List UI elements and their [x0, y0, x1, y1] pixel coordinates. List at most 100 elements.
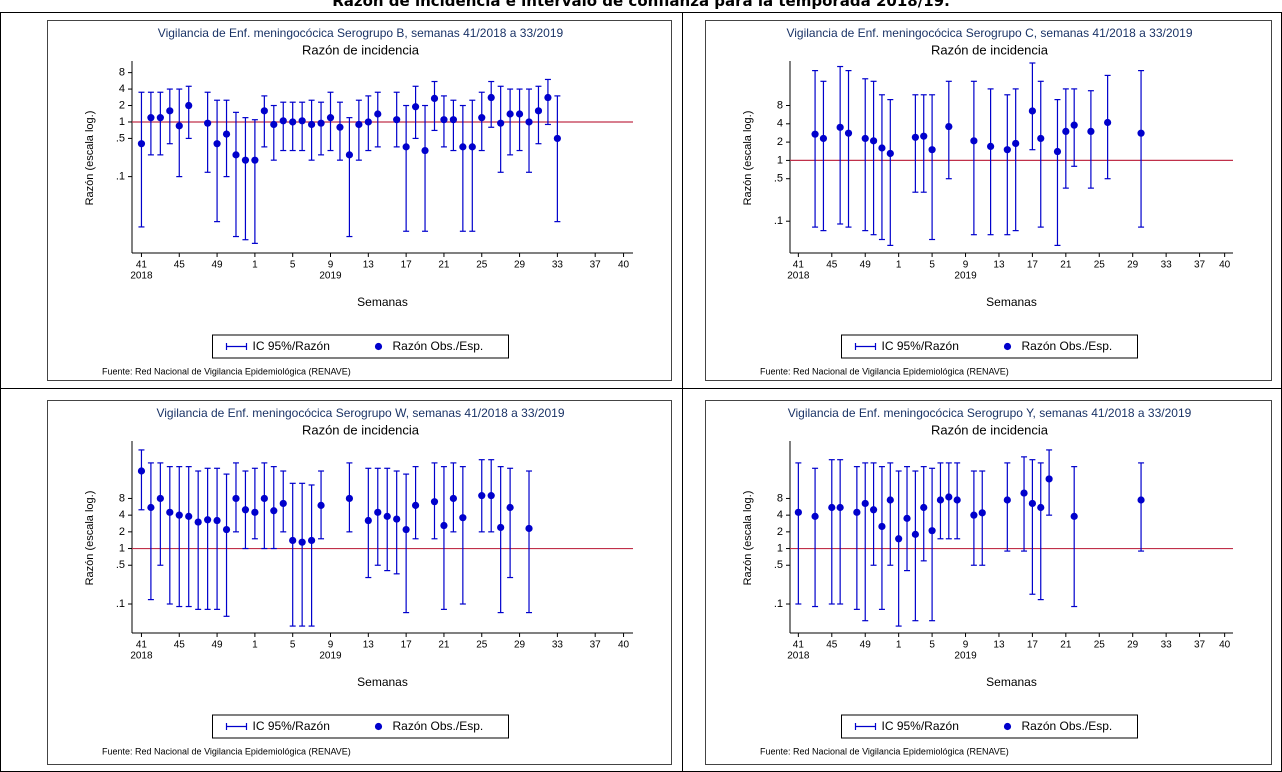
x-tick-label: 33	[1161, 640, 1173, 651]
point	[928, 146, 936, 154]
error-bar	[355, 99, 362, 161]
error-bar	[535, 85, 542, 145]
point	[251, 508, 259, 516]
point	[487, 492, 495, 500]
error-bar	[544, 78, 551, 126]
point	[156, 494, 164, 503]
chart-title: Vigilancia de Enf. meningocócica Serogru…	[788, 406, 1192, 420]
point	[204, 119, 212, 127]
point	[166, 508, 174, 516]
x-tick-label: 45	[174, 260, 186, 271]
legend-box	[212, 334, 509, 359]
x-tick-label: 41	[793, 260, 805, 271]
legend-box	[212, 714, 509, 739]
error-bar	[204, 91, 211, 173]
error-bar	[223, 473, 230, 617]
y-axis-label: Razón (escala log.)	[84, 491, 96, 586]
point	[886, 149, 894, 158]
legend-symbol	[1003, 722, 1012, 731]
error-bar	[920, 466, 927, 562]
x-tick-label: 5	[290, 260, 296, 271]
point	[1012, 139, 1020, 148]
error-bar	[812, 467, 819, 608]
x-tick-label: 49	[212, 640, 224, 651]
error-bar	[270, 104, 277, 161]
x-axis-label: Semanas	[986, 675, 1037, 689]
x-tick-label: 1	[252, 260, 258, 271]
point	[1062, 127, 1070, 135]
point	[1137, 129, 1145, 137]
x-year-label: 2019	[319, 271, 342, 282]
point	[497, 523, 505, 532]
point	[478, 114, 486, 122]
error-bar	[336, 101, 343, 161]
chart: Vigilancia de Enf. meningocócica Serogru…	[705, 20, 1272, 381]
x-tick-label: 45	[174, 640, 186, 651]
y-tick-label: 8	[777, 99, 783, 111]
point	[449, 494, 457, 503]
error-bar	[945, 462, 952, 540]
x-tick-label: 13	[993, 640, 1005, 651]
error-bar	[374, 467, 381, 566]
y-tick-label: 4	[119, 83, 125, 95]
error-bar	[422, 104, 429, 232]
point	[279, 499, 287, 508]
chart: Vigilancia de Enf. meningocócica Serogru…	[47, 400, 672, 765]
x-tick-label: 49	[860, 260, 872, 271]
point	[232, 151, 240, 159]
point	[1003, 146, 1011, 154]
x-tick-label: 41	[136, 260, 148, 271]
x-tick-label: 29	[1127, 260, 1139, 271]
error-bar	[1062, 88, 1069, 189]
legend-label: Razón Obs./Esp.	[393, 719, 484, 733]
legend-symbol	[374, 342, 383, 351]
x-tick-label: 21	[1060, 640, 1072, 651]
point	[194, 518, 202, 526]
point	[836, 123, 844, 131]
point	[1070, 121, 1078, 129]
point	[861, 134, 869, 143]
error-bar	[1054, 99, 1061, 247]
error-bar	[1029, 62, 1036, 151]
point	[260, 494, 268, 503]
point	[525, 118, 533, 126]
error-bar	[440, 466, 447, 610]
error-bar	[920, 94, 927, 193]
point	[811, 130, 819, 138]
point	[1045, 475, 1053, 483]
legend-label: Razón Obs./Esp.	[1022, 719, 1113, 733]
point	[945, 493, 953, 501]
error-bar	[214, 99, 221, 223]
error-bar	[469, 99, 476, 232]
point	[953, 496, 961, 504]
x-tick-label: 33	[552, 260, 564, 271]
y-tick-label: 4	[777, 118, 783, 130]
x-tick-label: 33	[1161, 260, 1173, 271]
point	[326, 114, 335, 122]
point	[185, 512, 193, 520]
x-tick-label: 5	[290, 640, 296, 651]
x-tick-label: 40	[1219, 640, 1231, 651]
point	[364, 118, 372, 126]
point	[819, 134, 828, 143]
x-tick-label: 17	[401, 260, 413, 271]
point	[308, 536, 316, 545]
point	[430, 498, 439, 506]
point	[449, 116, 457, 124]
legend-label: IC 95%/Razón	[882, 719, 959, 733]
x-tick-label: 5	[929, 260, 935, 271]
point	[393, 515, 401, 523]
point	[270, 120, 278, 129]
error-bar	[478, 91, 485, 152]
error-bar	[289, 101, 296, 152]
point	[459, 514, 467, 522]
point	[828, 503, 836, 512]
error-bar	[1104, 74, 1111, 180]
source-note: Fuente: Red Nacional de Vigilancia Epide…	[102, 746, 351, 756]
error-bar	[346, 117, 353, 238]
error-bar	[327, 91, 334, 152]
point	[506, 110, 514, 118]
x-tick-label: 25	[476, 260, 488, 271]
error-bar	[516, 88, 523, 152]
